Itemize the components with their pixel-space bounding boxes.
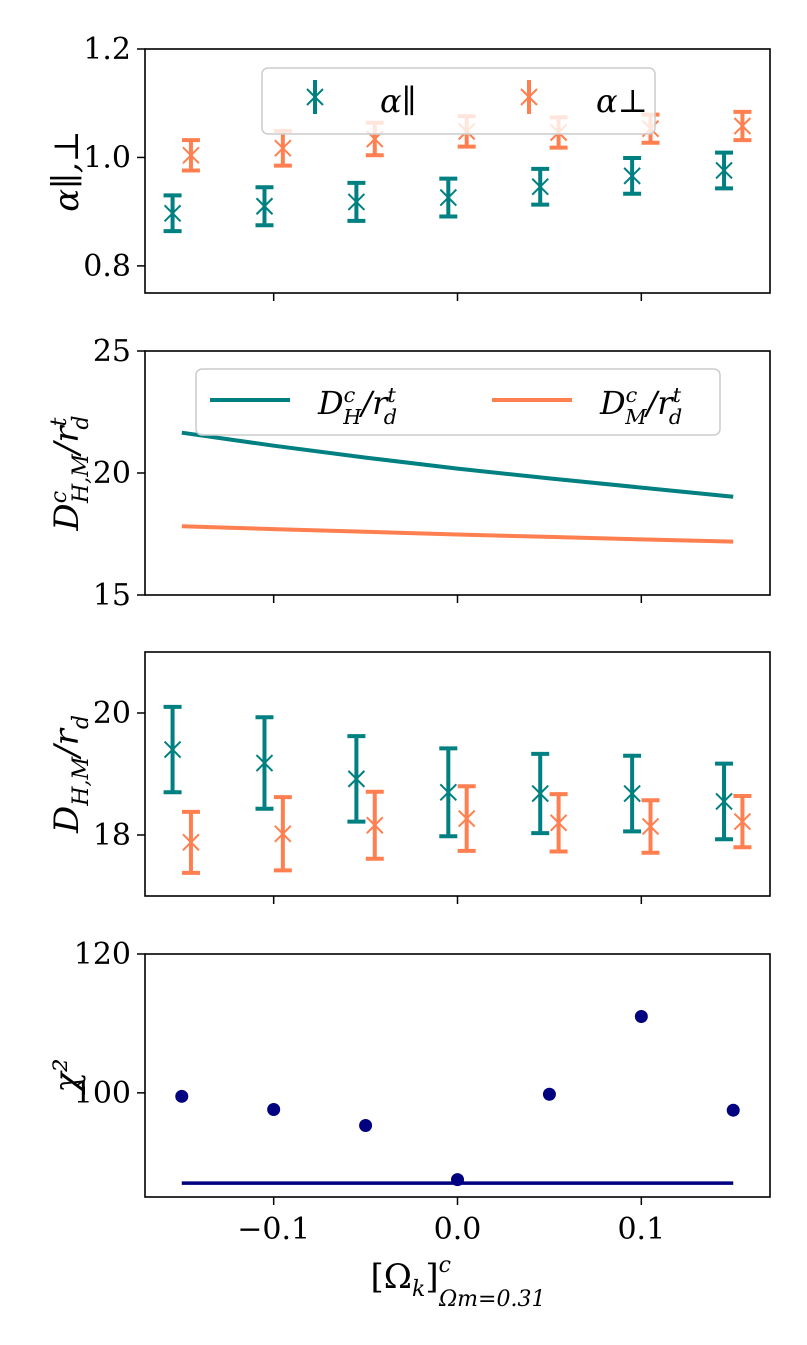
x-label-main: [Ω	[371, 1257, 412, 1297]
y-tick-label: 20	[93, 456, 131, 491]
label-part: α∥,⊥	[47, 130, 87, 211]
x-label-k: k	[412, 1277, 425, 1302]
legend-marker-x	[306, 88, 324, 106]
data-point-x	[274, 139, 292, 157]
series-line	[181, 430, 734, 499]
data-point	[359, 1118, 373, 1132]
data-point-x	[457, 809, 476, 828]
label-part: χ²	[47, 1058, 87, 1094]
y-axis-label: χ²	[47, 1058, 87, 1094]
y-tick-label: 0.8	[83, 249, 131, 284]
data-point-x	[274, 825, 292, 843]
label-part: c	[46, 491, 72, 503]
data-point-x	[531, 784, 549, 803]
x-label-sup: c	[439, 1253, 451, 1278]
chi-square-panel: 100 120 −0.1 0.0 0.1 χ²	[47, 937, 771, 1247]
label-part: d	[68, 715, 94, 729]
y-tick-label: 1.2	[83, 32, 131, 67]
data-point	[634, 1009, 648, 1023]
label-part: t	[673, 383, 682, 407]
data-point	[542, 1087, 556, 1101]
label-part: H,M	[68, 453, 94, 504]
legend-box	[261, 67, 656, 135]
data-point-x	[255, 197, 274, 215]
series-line	[181, 524, 734, 544]
label-part: /r	[644, 384, 675, 422]
label-part: d	[68, 415, 94, 429]
y-axis-label: DcH,M/rtd	[46, 415, 94, 531]
data-point	[267, 1103, 281, 1117]
data-point-x	[531, 178, 549, 196]
y-axis-label: DH,M/rd	[47, 715, 94, 834]
x-tick-label: 0.0	[434, 1212, 482, 1247]
data-point-x	[182, 833, 200, 852]
data-point-x	[549, 814, 568, 832]
y-tick-label: 100	[74, 1076, 131, 1111]
label-part: t	[46, 417, 72, 426]
data-point-x	[715, 792, 733, 811]
label-part: D	[599, 384, 626, 422]
alpha-panel: 0.8 1.0 1.2 α∥,⊥ α∥ α⊥	[47, 32, 771, 301]
data-point-x	[255, 754, 274, 772]
label-part: d	[384, 405, 397, 429]
y-tick-label: 15	[93, 578, 131, 613]
data-point-x	[347, 770, 366, 788]
label-part: D	[47, 806, 87, 834]
label-part: D	[317, 384, 344, 422]
label-part: H,M	[68, 755, 94, 806]
data-point	[726, 1103, 740, 1117]
data-point-x	[182, 146, 200, 164]
y-tick-label: 20	[93, 696, 131, 731]
label-part: t	[387, 383, 396, 407]
data-point-x	[641, 817, 660, 836]
data-point-x	[623, 167, 641, 185]
label-part: /r	[47, 425, 87, 457]
y-axis-label: α∥,⊥	[47, 130, 87, 211]
x-axis-label: [Ωk]c Ωm=0.31	[371, 1253, 546, 1312]
y-tick-label: 18	[93, 818, 131, 853]
label-part: D	[47, 503, 87, 531]
label-part: d	[669, 405, 682, 429]
data-point-x	[439, 188, 458, 207]
legend-label: α∥	[380, 82, 416, 120]
legend-box	[195, 368, 721, 436]
data-point-x	[733, 117, 752, 135]
label-part: /r	[47, 727, 87, 759]
legend-label: Dc M/rt d	[599, 383, 682, 429]
legend-label: Dc H/rt d	[317, 383, 397, 429]
x-label-close: ]	[425, 1257, 438, 1297]
data-point-x	[163, 740, 182, 759]
y-tick-label: 1.0	[83, 140, 131, 175]
x-tick-label: 0.1	[617, 1212, 665, 1247]
data-point-x	[715, 161, 733, 180]
data-point	[175, 1089, 189, 1103]
data-point-x	[347, 193, 366, 211]
x-label-sub: Ωm=0.31	[438, 1287, 546, 1312]
data-point-x	[366, 816, 384, 834]
label-part: c	[626, 383, 638, 407]
x-tick-label: −0.1	[237, 1212, 310, 1247]
data-point-x	[439, 783, 458, 802]
label-part: M	[624, 405, 647, 429]
label-part: /r	[358, 384, 389, 422]
data-point-x	[733, 812, 752, 831]
y-tick-label: 120	[74, 937, 131, 972]
data-point-x	[163, 204, 182, 223]
label-part: H	[342, 405, 362, 429]
label-part: c	[344, 383, 356, 407]
y-tick-label: 25	[93, 334, 131, 369]
legend-label: α⊥	[596, 82, 648, 120]
legend-marker-x	[520, 88, 538, 106]
data-point-x	[623, 784, 641, 803]
